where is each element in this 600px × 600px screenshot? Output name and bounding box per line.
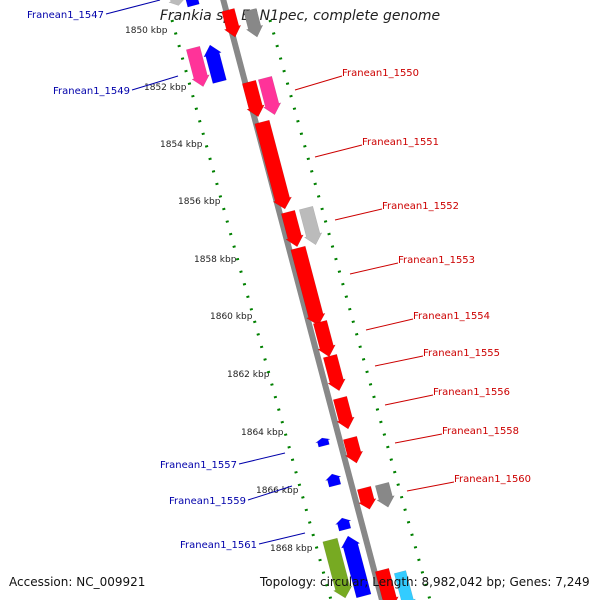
gene-franean1-1549 [185, 45, 210, 88]
gene-franean1-1552b [298, 205, 323, 246]
scale-tick-label: 1854 kbp [160, 140, 203, 150]
gene-franean1-1553 [290, 245, 326, 326]
gene-franean1-1557 [315, 437, 331, 448]
gene-franean1-1551 [254, 119, 293, 210]
callout-line [374, 355, 424, 367]
gene-label[interactable]: Franean1_1552 [382, 201, 459, 212]
gene-label[interactable]: Franean1_1550 [342, 68, 419, 79]
gene-franean1-1560b [374, 481, 395, 508]
gene-franean1-1550b [257, 75, 282, 116]
scale-tick-label: 1860 kbp [210, 312, 253, 322]
gene-label[interactable]: Franean1_1559 [169, 496, 246, 507]
scale-tick-label: 1852 kbp [144, 83, 187, 93]
scale-tick-label: 1864 kbp [241, 428, 284, 438]
scale-tick-label: 1858 kbp [194, 255, 237, 265]
gene-forward [221, 8, 242, 38]
gene-grey [243, 8, 264, 38]
gene-label[interactable]: Franean1_1554 [413, 311, 490, 322]
gene-franean1-1561 [334, 517, 352, 532]
gene-olive [322, 537, 353, 599]
gene-franean1-1549b [203, 44, 227, 84]
gene-grey [168, 0, 184, 6]
outer-dotted-track [268, 19, 432, 600]
callout-line [384, 394, 434, 406]
scale-tick-label: 1856 kbp [178, 197, 221, 207]
gene-franean1-1560 [356, 485, 377, 510]
callout-line [238, 452, 286, 465]
gene-franean1-1561b [340, 535, 372, 599]
gene-label[interactable]: Franean1_1556 [433, 387, 510, 398]
scale-tick-label: 1850 kbp [125, 26, 168, 36]
accession-text: Accession: NC_009921 [9, 575, 146, 589]
gene-label[interactable]: Franean1_1547 [27, 10, 104, 21]
gene-forward-bottom [374, 567, 399, 600]
gene-franean1-1559 [324, 473, 342, 488]
callout-line [334, 208, 383, 221]
gene-franean1-1555 [322, 353, 346, 392]
gene-label[interactable]: Franean1_1560 [454, 474, 531, 485]
callout-line [258, 532, 306, 545]
genome-summary-text: Topology: circular; Length: 8,982,042 bp… [260, 575, 590, 589]
gene-franean1-1547 [185, 0, 200, 8]
gene-label[interactable]: Franean1_1557 [160, 460, 237, 471]
scale-tick-label: 1862 kbp [227, 370, 270, 380]
gene-franean1-1554 [312, 319, 336, 358]
gene-franean1-1550 [241, 79, 265, 118]
callout-line [406, 481, 455, 492]
gene-label[interactable]: Franean1_1561 [180, 540, 257, 551]
callout-line [314, 144, 363, 158]
gene-franean1-1558 [342, 435, 364, 464]
scale-tick-label: 1868 kbp [270, 544, 313, 554]
callout-line [349, 262, 399, 275]
gene-franean1-1556 [332, 395, 355, 430]
gene-label[interactable]: Franean1_1558 [442, 426, 519, 437]
gene-cyan [393, 570, 416, 600]
callout-line [131, 75, 179, 91]
callout-line [247, 485, 293, 501]
gene-label[interactable]: Franean1_1555 [423, 348, 500, 359]
gene-label[interactable]: Franean1_1549 [53, 86, 130, 97]
gene-franean1-1552 [280, 209, 304, 248]
gene-label[interactable]: Franean1_1551 [362, 137, 439, 148]
inner-dotted-track [170, 19, 333, 600]
callout-line [294, 75, 343, 91]
gene-label[interactable]: Franean1_1553 [398, 255, 475, 266]
callout-line [105, 0, 161, 15]
callout-line [365, 318, 414, 331]
callout-line [394, 433, 443, 444]
